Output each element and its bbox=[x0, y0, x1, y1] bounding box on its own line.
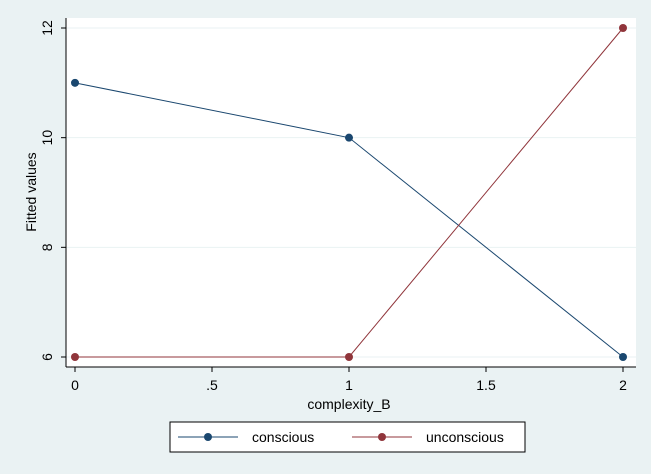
x-tick-label: 1 bbox=[345, 377, 353, 393]
y-tick-label: 12 bbox=[39, 20, 55, 36]
y-ticks: 6 8 10 12 bbox=[39, 20, 66, 361]
x-tick-label: 2 bbox=[619, 377, 627, 393]
x-tick-label: .5 bbox=[206, 377, 218, 393]
legend: conscious unconscious bbox=[169, 421, 526, 453]
y-tick-label: 10 bbox=[39, 130, 55, 146]
data-point bbox=[71, 353, 79, 361]
data-point bbox=[619, 353, 627, 361]
x-axis-title: complexity_B bbox=[307, 396, 390, 412]
data-point bbox=[345, 133, 353, 142]
x-ticks: 0 .5 1 1.5 2 bbox=[71, 367, 627, 393]
legend-label: unconscious bbox=[426, 429, 504, 445]
y-tick-label: 8 bbox=[39, 243, 55, 251]
x-tick-label: 1.5 bbox=[476, 377, 496, 393]
series-layer bbox=[71, 24, 627, 361]
data-point bbox=[619, 24, 627, 32]
y-axis-title: Fitted values bbox=[23, 152, 39, 231]
legend-label: conscious bbox=[252, 429, 314, 445]
legend-marker bbox=[378, 433, 386, 441]
series-unconscious bbox=[71, 24, 627, 361]
plot-area bbox=[66, 18, 636, 367]
x-tick-label: 0 bbox=[71, 377, 79, 393]
legend-marker bbox=[204, 433, 212, 441]
y-tick-label: 6 bbox=[39, 353, 55, 361]
data-point bbox=[71, 78, 79, 87]
series-conscious bbox=[71, 78, 627, 361]
data-point bbox=[345, 353, 353, 361]
